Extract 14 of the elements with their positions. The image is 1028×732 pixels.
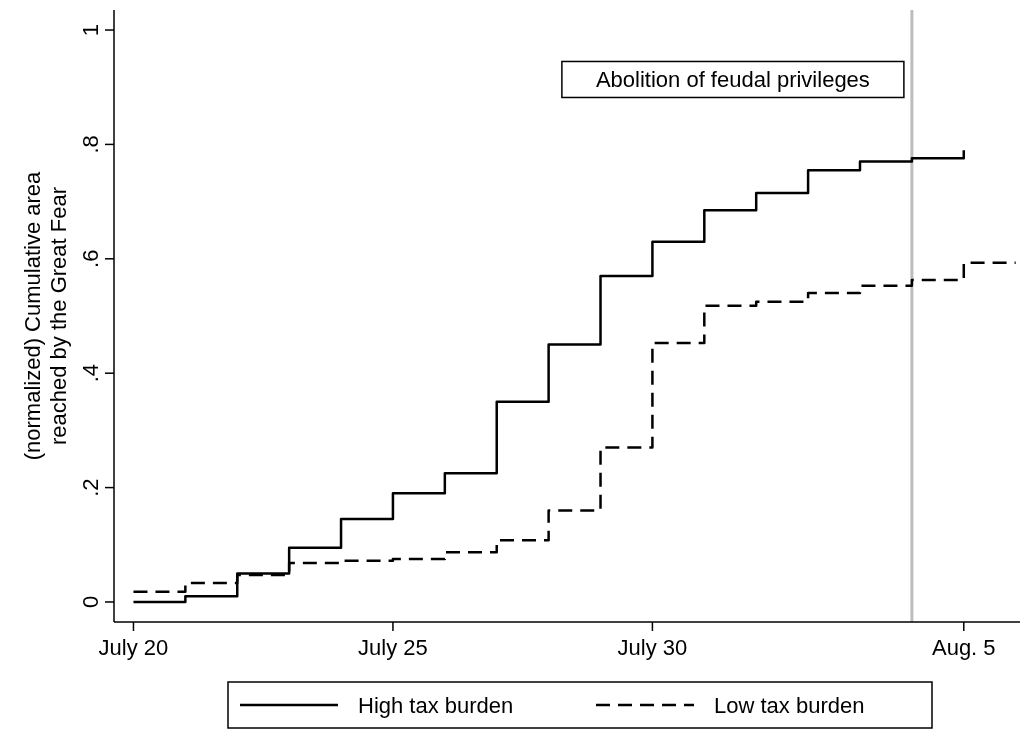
- legend-label: High tax burden: [358, 693, 514, 718]
- ref-line-label: Abolition of feudal privileges: [595, 67, 870, 93]
- x-tick-label: July 25: [358, 635, 428, 660]
- y-tick-label: .6: [78, 249, 103, 268]
- y-tick-label: .4: [78, 364, 103, 383]
- y-tick-label: 0: [78, 595, 103, 609]
- x-tick-label: July 30: [617, 635, 688, 660]
- x-tick-label: Aug. 5: [931, 635, 996, 660]
- legend-label: Low tax burden: [714, 693, 865, 718]
- y-tick-label: 1: [78, 23, 103, 37]
- y-tick-label: .2: [78, 478, 103, 497]
- y-axis-title: (normalized) Cumulative area reached by the Great Fear: [20, 170, 71, 461]
- y-tick-label: .8: [78, 135, 103, 154]
- x-tick-label: July 20: [98, 635, 169, 660]
